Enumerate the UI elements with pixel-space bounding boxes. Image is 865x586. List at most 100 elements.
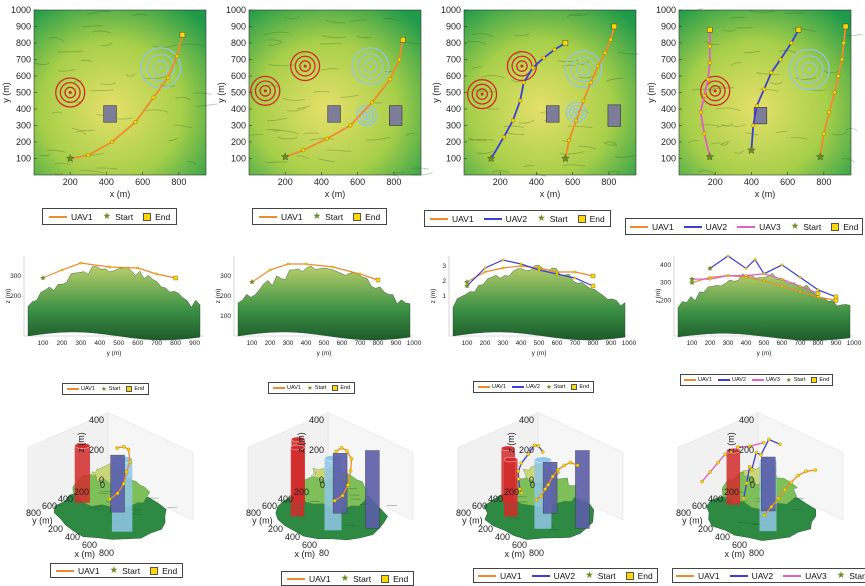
legend-star-icon: ★ <box>786 376 792 384</box>
legend-star-icon: ★ <box>313 211 322 222</box>
x-tick-label: 500 <box>759 340 770 347</box>
legend-label: End <box>843 222 858 232</box>
y-tick-label: 400 <box>16 104 31 114</box>
waypoint-uav1 <box>840 58 844 62</box>
waypoint-uav1 <box>166 76 170 80</box>
y-axis-label: y (m) <box>32 516 53 526</box>
legend-label: End <box>365 212 380 222</box>
end-marker-uav1 <box>400 37 405 42</box>
waypoint3d-uav1 <box>345 449 348 452</box>
waypoint-uav1 <box>87 153 91 157</box>
legend-item-end: End <box>578 214 605 224</box>
legend-square-icon <box>626 572 634 580</box>
x-axis-label: x (m) <box>75 549 96 559</box>
terrain-map <box>464 10 636 175</box>
legend-item-uav3: UAV3 <box>752 377 780 383</box>
waypoint3d-uav1 <box>763 514 766 517</box>
legend-line-uav2 <box>512 386 524 388</box>
legend-label: Start <box>794 377 806 383</box>
y-tick-label: 600 <box>16 71 31 81</box>
legend-item-end: End <box>143 212 170 222</box>
waypoint3d-uav2 <box>750 468 753 471</box>
legend-square-icon <box>150 567 158 575</box>
y-axis-label: y (m) <box>252 516 273 526</box>
x-tick-label: 400 <box>99 177 114 187</box>
end-marker-uav1 <box>612 24 617 29</box>
waypoint3d-uav1 <box>783 488 786 491</box>
x-tick-label: 400 <box>314 177 329 187</box>
waypoint-uav3 <box>727 274 729 276</box>
legend-square-icon <box>381 575 389 583</box>
waypoint-uav1 <box>763 280 765 282</box>
legend-item-uav2: UAV2 <box>484 214 528 224</box>
x-tick-label: 200 <box>56 340 67 347</box>
legend-label: UAV1 <box>492 384 506 390</box>
legend-line-uav1 <box>49 216 67 218</box>
z-tick-label: 200 <box>519 445 534 455</box>
legend-item-start: ★Start <box>101 385 120 393</box>
y-tick-label: 700 <box>231 55 246 65</box>
legend-item-start: ★Start <box>110 565 140 576</box>
x-axis-label: x (m) <box>110 189 131 199</box>
legend-item-start: ★Start <box>791 221 821 232</box>
x-tick-label: 400 <box>495 532 510 542</box>
waypoint3d-uav2 <box>745 482 748 485</box>
x-tick-label: 800 <box>813 340 824 347</box>
y-axis-label: y (m) <box>646 82 656 103</box>
threat-cylinder-1 <box>291 448 305 517</box>
end-marker-uav2 <box>796 27 801 32</box>
threat-center-1 <box>808 68 811 71</box>
legend-item-uav1: UAV1 <box>676 571 720 581</box>
end-marker-uav2 <box>591 284 595 288</box>
threat-center-2 <box>582 68 585 71</box>
y-tick-label: 300 <box>220 273 231 280</box>
waypoint-uav3 <box>708 45 712 49</box>
legend-item-uav3: UAV3 <box>783 571 827 581</box>
waypoint3d-uav2 <box>767 438 770 441</box>
legend-star-icon: ★ <box>103 211 112 222</box>
y-axis-label: y (m) <box>462 516 483 526</box>
y-tick-label: 400 <box>278 494 293 504</box>
legend-line-uav2 <box>730 575 748 577</box>
legend-label: UAV1 <box>652 222 674 232</box>
y-tick-label: 500 <box>661 88 676 98</box>
y-tick-label: 300 <box>16 121 31 131</box>
legend-label: UAV2 <box>526 384 540 390</box>
y-tick-label: 600 <box>446 71 461 81</box>
y-tick-label: 700 <box>16 55 31 65</box>
waypoint-uav1 <box>842 41 846 45</box>
waypoint-uav1 <box>136 267 138 269</box>
y-tick-label: 400 <box>661 104 676 114</box>
y-tick-label: 300 <box>446 121 461 131</box>
y-tick-label: 200 <box>294 487 309 497</box>
legend-label: End <box>155 212 170 222</box>
end-marker-uav1 <box>591 274 595 278</box>
y-tick-label: 200 <box>724 487 739 497</box>
x-tick-label: 800 <box>99 548 114 558</box>
legend-label: Start <box>849 571 865 581</box>
waypoint-uav2 <box>762 87 766 91</box>
threat-center-0 <box>481 93 484 96</box>
x-tick-label: 400 <box>516 340 527 347</box>
legend-square-icon <box>811 377 817 383</box>
chart-r3c3: 02004006000200400600800200400600800z (m)… <box>430 412 645 562</box>
x-tick-label: 1000 <box>622 340 637 347</box>
legend-label: End <box>590 214 605 224</box>
x-tick-label: 500 <box>319 340 330 347</box>
threat-center-0 <box>69 91 72 94</box>
x-tick-label: 400 <box>744 177 759 187</box>
y-tick-label: 800 <box>661 38 676 48</box>
waypoint3d-uav1 <box>535 498 538 501</box>
y-tick-label: 600 <box>42 501 57 511</box>
threat-center-1 <box>520 65 523 68</box>
z-tick-label: 200 <box>89 445 104 455</box>
legend-star-icon: ★ <box>537 213 546 224</box>
